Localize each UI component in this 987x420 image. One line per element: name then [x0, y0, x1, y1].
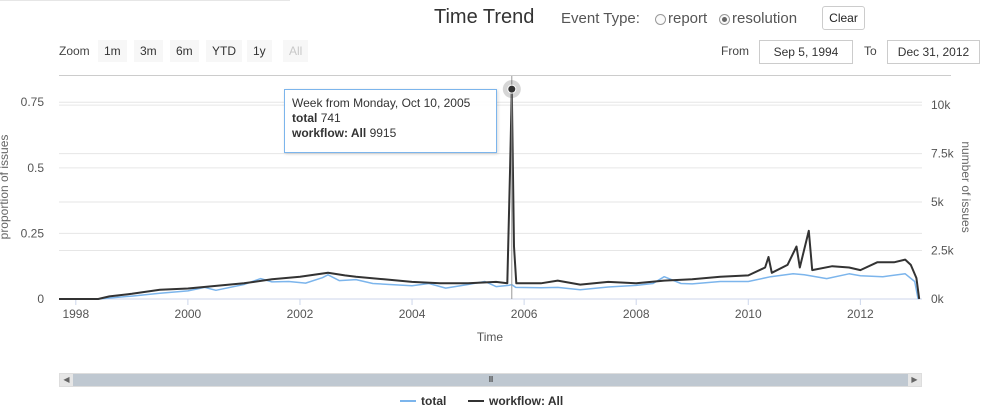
zoom-1m-button[interactable]: 1m: [98, 40, 127, 62]
tooltip-workflow-value: 9915: [369, 126, 397, 140]
x-tick-label: 2010: [735, 307, 762, 321]
tooltip-workflow-label: workflow: All: [292, 126, 367, 140]
tooltip-row-workflow: workflow: All 9915: [292, 126, 489, 141]
x-tick-label: 2008: [623, 307, 650, 321]
radio-report-label: report: [668, 10, 708, 27]
radio-report[interactable]: report: [655, 10, 707, 27]
legend-item-workflow[interactable]: workflow: All: [468, 394, 563, 408]
legend-total-label: total: [421, 394, 447, 408]
tooltip-row-total: total 741: [292, 111, 489, 126]
x-tick-label: 2012: [847, 307, 874, 321]
top-divider: [0, 0, 290, 1]
y-right-tick-label: 10k: [931, 98, 951, 112]
x-tick-label: 2002: [287, 307, 314, 321]
legend-total-swatch: [400, 400, 416, 402]
event-type-label: Event Type:: [561, 10, 640, 27]
radio-resolution-label: resolution: [732, 10, 798, 27]
y-right-tick-label: 2.5k: [931, 244, 955, 258]
from-label: From: [721, 44, 749, 58]
y-right-axis-title: number of issues: [959, 141, 973, 232]
zoom-6m-button[interactable]: 6m: [170, 40, 199, 62]
radio-resolution[interactable]: resolution: [719, 10, 797, 27]
from-date-input[interactable]: Sep 5, 1994: [759, 40, 853, 64]
scroll-right-arrow-icon[interactable]: ▶: [908, 374, 921, 386]
zoom-ytd-button[interactable]: YTD: [206, 40, 242, 62]
tooltip-total-value: 741: [320, 111, 341, 125]
to-label: To: [864, 44, 877, 58]
y-left-axis-title: proportion of issues: [0, 135, 11, 240]
zoom-label: Zoom: [59, 44, 90, 58]
legend-item-total[interactable]: total: [400, 394, 446, 408]
series-workflow-line: [59, 88, 921, 300]
x-tick-label: 1998: [62, 307, 89, 321]
y-right-tick-label: 5k: [931, 195, 945, 209]
clear-button[interactable]: Clear: [822, 6, 865, 30]
zoom-3m-button[interactable]: 3m: [134, 40, 163, 62]
scroll-left-arrow-icon[interactable]: ◀: [60, 374, 73, 386]
y-left-tick-label: 0.75: [21, 95, 45, 109]
tooltip-total-label: total: [292, 111, 318, 125]
x-tick-label: 2006: [511, 307, 538, 321]
radio-report-icon[interactable]: [655, 14, 666, 25]
y-right-tick-label: 0k: [931, 292, 945, 306]
scrollbar-thumb[interactable]: III: [73, 374, 908, 386]
series-total-line: [59, 273, 919, 300]
grip-icon: III: [488, 375, 494, 384]
navigator-scrollbar[interactable]: ◀ III ▶: [59, 373, 922, 387]
y-left-tick-label: 0.25: [21, 226, 45, 240]
zoom-all-button[interactable]: All: [283, 40, 309, 62]
x-axis-title: Time: [477, 330, 504, 344]
legend-workflow-swatch: [468, 400, 484, 402]
y-left-tick-label: 0: [37, 292, 44, 306]
time-trend-chart: 0 0.25 0.5 0.75 0k 2.5k 5k 7.5k 10k 1998 2000 2002 2…: [0, 76, 973, 344]
hover-tooltip: Week from Monday, Oct 10, 2005 total 741…: [284, 89, 497, 153]
chart-title: Time Trend: [434, 6, 535, 28]
x-tick-label: 2000: [175, 307, 202, 321]
y-left-tick-label: 0.5: [27, 161, 44, 175]
to-date-input[interactable]: Dec 31, 2012: [887, 40, 980, 64]
legend-workflow-label: workflow: All: [489, 394, 564, 408]
radio-resolution-icon[interactable]: [719, 14, 730, 25]
tooltip-header: Week from Monday, Oct 10, 2005: [292, 96, 471, 110]
y-right-tick-label: 7.5k: [931, 147, 955, 161]
x-tick-label: 2004: [399, 307, 426, 321]
hover-point-marker: [507, 84, 517, 94]
zoom-1y-button[interactable]: 1y: [247, 40, 272, 62]
toolbar-divider: [59, 75, 951, 76]
